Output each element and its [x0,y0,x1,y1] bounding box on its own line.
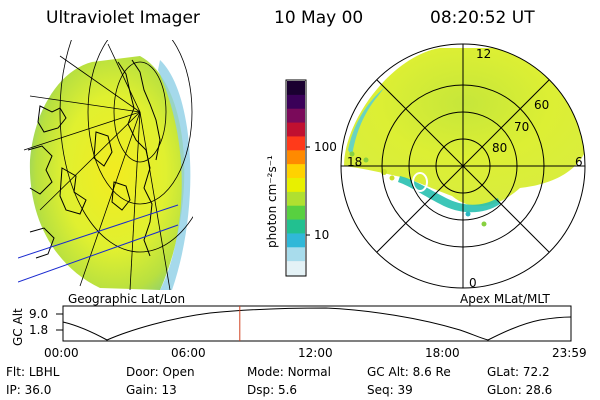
mlt-label-6: 6 [575,155,583,169]
colorbar-band [287,122,305,137]
time-tick: 18:00 [425,346,460,360]
gc-alt-status: GC Alt: 8.6 Re [367,365,451,379]
door-status: Door: Open [126,365,195,379]
equator-lines [18,204,179,283]
colorbar [285,79,310,277]
filter-status: Flt: LBHL [6,365,60,379]
continent-outline [59,167,87,215]
altitude-tick-high: 9.0 [29,307,49,321]
geographic-image [18,40,193,290]
colorbar-tick-10: 10 [314,228,330,242]
colorbar-band [287,205,305,221]
time-tick: 12:00 [298,346,333,360]
colorbar-band [287,219,305,234]
colorbar-band [287,233,305,248]
colorbar-band [287,108,305,124]
colorbar-band [287,178,305,193]
polar-image [340,43,586,289]
glon-status: GLon: 28.6 [487,383,553,397]
colorbar-band [287,150,305,165]
continent-outline [111,181,131,211]
mlt-label-12: 12 [476,47,492,61]
mlat-label-60: 60 [534,98,550,112]
colorbar-band [287,191,305,207]
colorbar-unit-label: photon cm⁻²s⁻¹ [265,155,279,248]
colorbar-band [287,94,305,110]
time-tick: 23:59 [552,346,587,360]
oval-edge [398,176,500,213]
continent-outline [27,145,53,195]
mode-status: Mode: Normal [247,365,331,379]
colorbar-band [287,261,305,276]
time-tick: 06:00 [171,346,206,360]
altitude-plot [56,305,572,342]
mlat-label-70: 70 [514,120,530,134]
ip-status: IP: 36.0 [6,383,52,397]
polar-grid [340,43,586,289]
continent-outline [93,131,113,167]
continent-outline [37,105,67,133]
colorbar-tick-100: 100 [314,140,337,154]
left-panel-caption: Geographic Lat/Lon [68,292,186,306]
auroral-oval [344,48,585,207]
colorbar-band [287,247,305,262]
altitude-curve [62,307,572,341]
image-date: 10 May 00 [274,8,364,28]
image-time: 08:20:52 UT [430,8,535,28]
altitude-tick-low: 1.8 [29,323,49,337]
colorbar-band [287,164,305,179]
terminator-haze [158,60,191,290]
mlat-label-80: 80 [492,141,508,155]
oval-edge [348,88,384,156]
continent-outline [131,59,161,161]
earth-disk-glow [29,56,185,290]
glat-status: GLat: 72.2 [487,365,550,379]
dsp-status: Dsp: 5.6 [247,383,298,397]
continent-outline [29,227,55,259]
colorbar-band [287,81,305,96]
lat-lon-grid [23,40,193,290]
right-panel-caption: Apex MLat/MLT [460,292,550,306]
gain-status: Gain: 13 [126,383,177,397]
altitude-axis-label: GC Alt [11,308,25,346]
mlt-label-18: 18 [347,155,363,169]
colorbar-band [287,136,305,151]
time-tick: 00:00 [44,346,79,360]
seq-status: Seq: 39 [367,383,413,397]
instrument-title: Ultraviolet Imager [46,8,200,28]
mlt-label-0: 0 [469,276,477,290]
